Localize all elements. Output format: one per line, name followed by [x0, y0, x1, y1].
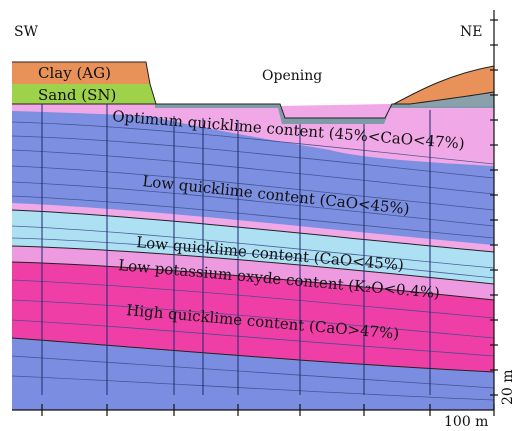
- label-sand: Sand (SN): [38, 86, 116, 104]
- scale-horizontal-label: 100 m: [444, 414, 488, 430]
- label-opening: Opening: [262, 68, 322, 84]
- scale-vertical-label: 20 m: [500, 369, 516, 405]
- label-ne: NE: [460, 24, 482, 40]
- label-sw: SW: [14, 24, 39, 40]
- label-clay: Clay (AG): [38, 64, 111, 82]
